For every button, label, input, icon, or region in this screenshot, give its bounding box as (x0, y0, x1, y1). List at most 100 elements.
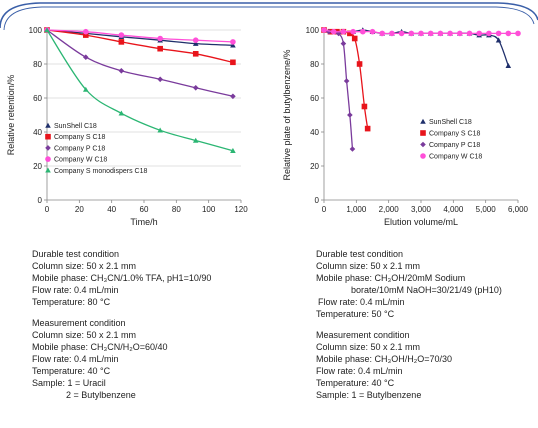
data-point (486, 30, 492, 37)
measurement-mobile-phase: Mobile phase: CH₃OH/H₂O=70/30 (316, 354, 452, 364)
data-point (343, 78, 350, 84)
data-point (505, 62, 512, 68)
legend-marker-company-p-c18 (420, 141, 426, 148)
x-tick-label: 60 (140, 205, 149, 214)
y-tick-label: 80 (33, 60, 42, 69)
data-point (192, 37, 199, 43)
x-tick-label: 120 (234, 205, 248, 214)
data-point (351, 35, 358, 42)
data-point (505, 30, 512, 37)
legend-label-company-p-c18: Company P C18 (429, 142, 480, 149)
x-tick-label: 20 (75, 205, 84, 214)
y-tick-label: 60 (310, 94, 319, 103)
data-point (347, 112, 353, 118)
legend-marker-company-s-c18 (45, 133, 51, 140)
data-point (230, 42, 236, 48)
data-point (157, 35, 163, 42)
x-tick-label: 5,000 (476, 205, 497, 214)
measurement-title: Measurement condition (316, 330, 410, 340)
data-point (360, 28, 366, 35)
series-company-p-c18 (44, 27, 236, 100)
data-point (408, 30, 415, 37)
y-axis-title: Relative plate of butylbenzene/% (282, 49, 292, 180)
data-point (379, 30, 385, 37)
data-point (437, 30, 444, 37)
data-point (369, 28, 376, 35)
data-point (330, 28, 337, 35)
series-company-w-c18 (321, 27, 521, 37)
data-point (192, 51, 199, 57)
data-point (418, 30, 424, 37)
legend-label-sunshell-c18: SunShell C18 (54, 123, 97, 130)
y-tick-label: 40 (33, 128, 42, 137)
x-axis-title: Elution volume/mL (384, 217, 458, 227)
data-point (515, 30, 521, 37)
series-line (46, 29, 234, 97)
series-line (46, 29, 233, 46)
x-tick-label: 3,000 (411, 205, 432, 214)
series-line (323, 29, 354, 150)
durable-test-title: Durable test condition (32, 249, 120, 259)
legend-label-company-w-c18: Company W C18 (429, 154, 482, 161)
durable-column-size: Column size: 50 x 2.1 mm (32, 261, 137, 271)
decorative-frame-curve (0, 2, 538, 30)
y-tick-label: 100 (306, 26, 320, 35)
measurement-column-size: Column size: 50 x 2.1 mm (316, 342, 421, 352)
measurement-flow-rate: Flow rate: 0.4 mL/min (32, 354, 119, 364)
data-point (118, 68, 125, 74)
data-point (457, 30, 463, 37)
x-tick-label: 0 (322, 205, 327, 214)
left-conditions-panel: Durable test condition Column size: 50 x… (32, 248, 211, 401)
retention-vs-time-chart: 0 20 40 60 80 100 0 20 40 60 80 100 120 Time/h Relativ… (6, 26, 248, 227)
data-point (389, 30, 395, 37)
series-company-p-c18 (321, 27, 356, 152)
data-point (83, 54, 89, 60)
x-tick-label: 1,000 (346, 205, 367, 214)
data-point (157, 76, 163, 83)
measurement-title: Measurement condition (32, 318, 126, 328)
y-tick-label: 60 (33, 94, 42, 103)
legend: SunShell C18 Company S C18 Company P C18 Co… (45, 122, 147, 175)
durable-flow-rate: Flow rate: 0.4 mL/min (32, 285, 119, 295)
measurement-temperature: Temperature: 40 °C (32, 366, 111, 376)
data-point (83, 86, 89, 92)
data-point (83, 28, 89, 35)
data-point (321, 27, 327, 33)
durable-temperature: Temperature: 80 °C (32, 297, 111, 307)
data-point (192, 137, 199, 143)
x-tick-label: 40 (107, 205, 116, 214)
data-point (192, 85, 199, 91)
data-point (340, 40, 347, 47)
legend-marker-company-s-c18 (420, 130, 426, 136)
sample-line-2: 2 = Butylbenzene (66, 390, 136, 400)
durable-test-title: Durable test condition (316, 249, 404, 259)
data-point (495, 37, 502, 43)
x-tick-label: 0 (45, 205, 50, 214)
data-point (476, 30, 482, 37)
data-point (230, 93, 236, 100)
data-point (398, 30, 405, 37)
series-line (46, 29, 233, 43)
sample-line-1: Sample: 1 = Uracil (32, 378, 106, 388)
data-point (118, 32, 125, 38)
x-axis-title: Time/h (130, 217, 157, 227)
legend-marker-company-s-monodispers-c18 (45, 167, 51, 173)
legend-label-company-s-c18: Company S C18 (429, 131, 480, 138)
data-point (230, 39, 236, 45)
y-tick-label: 100 (29, 26, 43, 35)
measurement-temperature: Temperature: 40 °C (316, 378, 395, 388)
y-tick-label: 40 (310, 128, 319, 137)
series-company-w-c18 (44, 27, 236, 45)
data-point (447, 30, 453, 37)
data-point (364, 125, 371, 132)
legend-marker-sunshell-c18 (45, 122, 51, 128)
data-point (118, 110, 125, 116)
data-point (361, 103, 368, 110)
durable-flow-rate: Flow rate: 0.4 mL/min (318, 297, 405, 307)
data-point (466, 30, 473, 37)
y-axis-title: Relative retention/% (6, 75, 16, 156)
data-point (427, 30, 434, 37)
y-tick-label: 0 (38, 196, 43, 205)
data-point (157, 127, 163, 133)
x-tick-label: 80 (172, 205, 181, 214)
